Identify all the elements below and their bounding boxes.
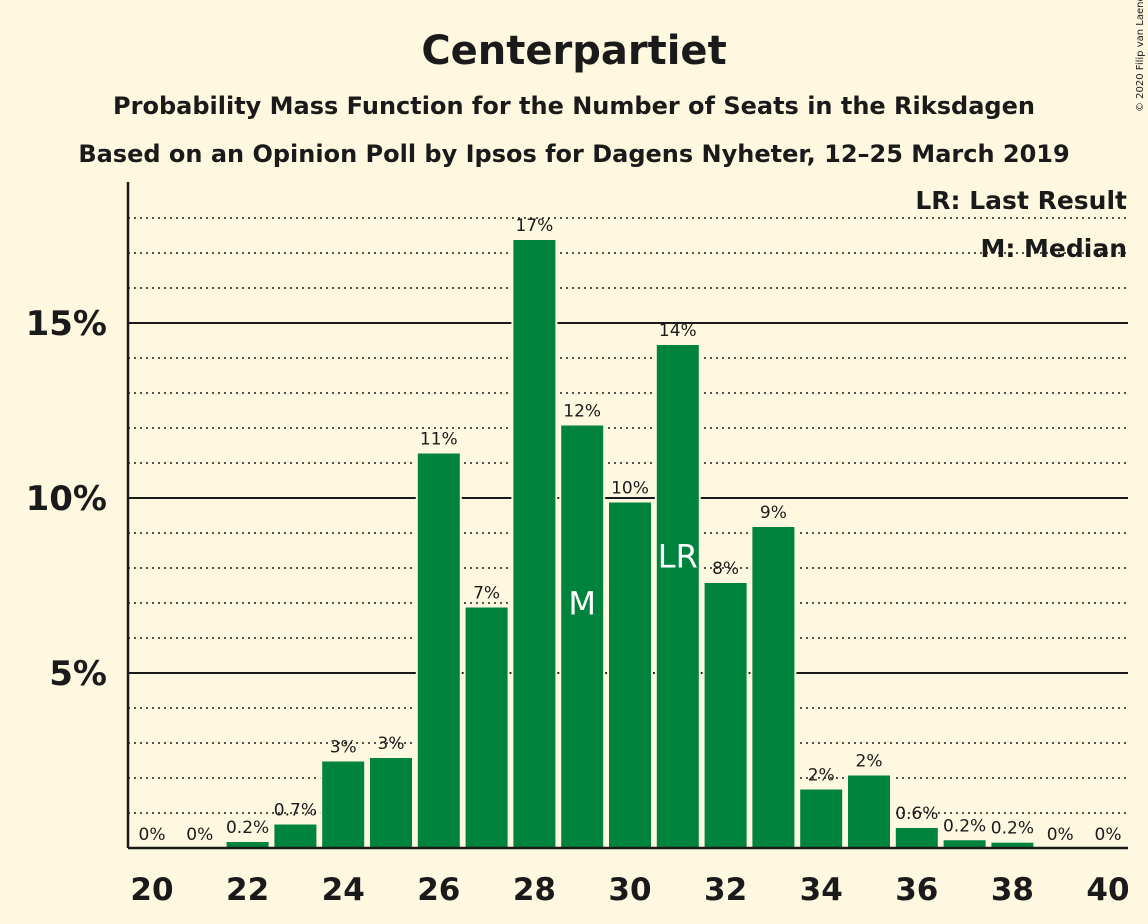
bar-24 [320,759,367,849]
legend-last-result: LR: Last Result [915,186,1127,215]
data-label-20: 0% [139,825,166,845]
data-label-27: 7% [473,584,500,604]
data-label-29: 12% [563,402,601,422]
bar-35 [846,773,892,849]
x-tick-label: 24 [322,872,365,908]
y-tick-label: 10% [26,479,107,519]
data-labels: 0% 0% 0.2%0.7%3% 3%11%7%17%12%10%14%8%9%2%2… [139,216,1122,845]
data-label-36: 0.6% [895,804,938,824]
data-label-28: 17% [516,216,554,236]
copyright-text: © 2020 Filip van Laenen [1135,0,1146,112]
chart-title: Centerpartiet [421,28,726,74]
legend-median: M: Median [980,234,1127,263]
x-tick-label: 30 [608,872,651,908]
bar-29 [559,423,606,849]
data-label-24: 3% [330,738,357,758]
chart-subtitle-2: Based on an Opinion Poll by Ipsos for Da… [78,140,1069,168]
chart-subtitle: Probability Mass Function for the Number… [113,92,1035,120]
data-label-21: 0% [186,825,213,845]
bars [224,238,1036,850]
bar-33 [750,525,797,849]
data-label-40: 0% [1095,825,1122,845]
axes: 5% 10% 15% 20 22 24 26 28 30 32 34 36 38 40 [26,182,1130,908]
last-result-marker: LR [658,538,698,576]
x-tick-label: 40 [1086,872,1129,908]
data-label-32: 8% [712,559,739,579]
bar-36 [893,826,940,849]
bar-30 [607,500,653,849]
data-label-22: 0.2% [226,818,269,838]
bar-27 [463,605,510,849]
x-tick-label: 26 [417,872,460,908]
x-tick-label: 28 [513,872,556,908]
median-marker: M [568,584,596,622]
bar-23 [272,822,319,849]
data-label-33: 9% [760,503,787,523]
x-tick-label: 20 [130,872,173,908]
bar-28 [511,238,558,849]
bar-34 [798,787,845,849]
bar-37 [941,838,988,849]
data-label-26: 11% [420,430,458,450]
data-label-35: 2% [856,752,883,772]
data-label-37: 0.2% [943,816,986,836]
bar-32 [702,581,749,849]
x-tick-label: 38 [991,872,1034,908]
data-label-34: 2% [808,766,835,786]
data-label-39: 0% [1047,825,1074,845]
data-label-38: 0.2% [991,819,1034,839]
y-tick-label: 15% [26,304,107,344]
data-label-23: 0.7% [274,801,317,821]
data-label-31: 14% [659,321,697,341]
data-label-30: 10% [611,479,649,499]
bar-31 [654,343,701,849]
x-tick-label: 22 [226,872,269,908]
x-tick-label: 34 [800,872,843,908]
x-tick-label: 32 [704,872,747,908]
data-label-25: 3% [378,734,405,754]
x-tick-label: 36 [895,872,938,908]
bar-25 [368,756,414,849]
y-tick-label: 5% [49,654,107,694]
bar-26 [415,451,462,849]
